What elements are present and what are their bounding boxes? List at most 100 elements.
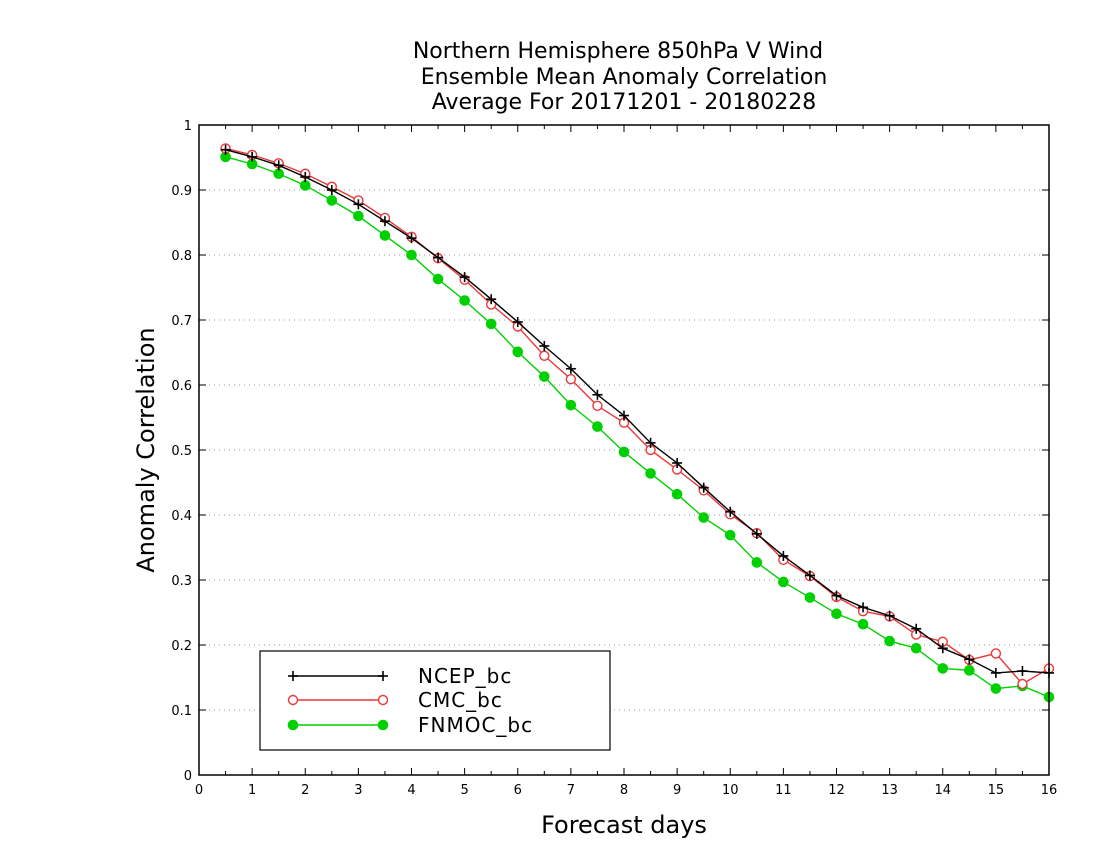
data-point-ncep-bc (433, 252, 444, 263)
data-point-ncep-bc (486, 294, 497, 305)
data-point-ncep-bc (751, 528, 762, 539)
y-tick-label: 0.2 (171, 639, 192, 654)
x-axis-label: Forecast days (541, 811, 707, 839)
legend-marker (287, 694, 299, 706)
data-point-ncep-bc (300, 172, 311, 182)
legend-item-cmc-bc: CMC_bc (287, 688, 503, 712)
data-point-fnmoc-bc (379, 230, 391, 241)
data-point-fnmoc-bc (698, 512, 709, 523)
x-tick-label: 13 (881, 783, 898, 798)
legend-marker (377, 694, 389, 706)
data-point-fnmoc-bc (724, 529, 736, 541)
data-point-cmc-bc (539, 350, 550, 361)
data-point-fnmoc-bc (645, 468, 656, 479)
data-point-fnmoc-bc (326, 195, 338, 206)
x-tick-label: 11 (775, 783, 792, 798)
data-point-fnmoc-bc (512, 346, 524, 358)
data-point-ncep-bc (964, 654, 975, 665)
x-tick-label: 7 (567, 783, 575, 798)
legend-item-fnmoc-bc: FNMOC_bc (287, 713, 533, 737)
legend-marker (287, 719, 299, 731)
data-point-fnmoc-bc (406, 249, 417, 261)
y-tick-label: 0 (184, 769, 192, 784)
axes: 00.10.20.30.40.50.60.70.80.910 1 2 3 4 5 6 7 8 9 1… (171, 119, 1057, 798)
data-point-fnmoc-bc (592, 421, 603, 432)
data-point-ncep-bc (379, 216, 390, 227)
y-tick-label: 0.3 (171, 574, 192, 589)
series-line-fnmoc-bc (225, 156, 1050, 698)
data-point-cmc-bc (990, 648, 1002, 659)
data-point-ncep-bc (619, 410, 629, 421)
data-point-fnmoc-bc (485, 318, 497, 330)
data-point-fnmoc-bc (618, 446, 630, 458)
legend-label: NCEP_bc (418, 664, 512, 688)
x-tick-label: 10 (722, 783, 739, 798)
x-tick-label: 16 (1041, 783, 1058, 798)
data-point-fnmoc-bc (432, 273, 444, 285)
data-point-fnmoc-bc (964, 665, 975, 676)
data-point-ncep-bc (831, 590, 842, 601)
data-point-fnmoc-bc (299, 180, 311, 191)
y-tick-label: 0.7 (171, 314, 192, 329)
series-cmc-bc (220, 143, 1055, 690)
x-tick-label: 12 (828, 783, 845, 798)
data-point-ncep-bc (990, 667, 1001, 678)
y-tick-label: 0.6 (171, 379, 192, 394)
data-point-ncep-bc (406, 233, 417, 244)
y-tick-label: 0.9 (171, 184, 192, 199)
x-tick-label: 14 (934, 783, 951, 798)
data-point-ncep-bc (725, 506, 736, 517)
x-tick-label: 0 (195, 783, 203, 798)
series-layer (220, 143, 1055, 703)
data-point-fnmoc-bc (778, 576, 789, 588)
data-point-ncep-bc (220, 144, 231, 155)
data-point-fnmoc-bc (671, 488, 683, 500)
series-fnmoc-bc (220, 151, 1055, 703)
data-point-ncep-bc (645, 437, 656, 448)
data-point-fnmoc-bc (565, 399, 577, 411)
data-point-ncep-bc (884, 610, 895, 621)
data-point-fnmoc-bc (804, 592, 816, 603)
data-point-fnmoc-bc (751, 557, 763, 568)
data-point-fnmoc-bc (273, 168, 284, 180)
data-point-fnmoc-bc (857, 618, 869, 630)
data-point-ncep-bc (698, 482, 709, 493)
y-tick-label: 0.4 (171, 509, 192, 524)
chart-title: Northern Hemisphere 850hPa V Wind Ensemb… (413, 39, 827, 115)
data-point-ncep-bc (804, 570, 815, 581)
legend-label: CMC_bc (418, 688, 503, 712)
data-point-ncep-bc (539, 341, 550, 351)
data-point-ncep-bc (326, 185, 337, 195)
title-line-3: Average For 20171201 - 20180228 (432, 90, 817, 115)
data-point-fnmoc-bc (459, 295, 470, 306)
data-point-fnmoc-bc (831, 608, 842, 620)
x-tick-label: 6 (514, 783, 522, 798)
data-point-fnmoc-bc (353, 210, 364, 222)
data-point-ncep-bc (565, 363, 576, 374)
data-point-ncep-bc (858, 602, 869, 613)
x-tick-label: 2 (301, 783, 309, 798)
data-point-fnmoc-bc (937, 663, 949, 674)
data-point-ncep-bc (672, 458, 683, 468)
data-point-cmc-bc (1017, 678, 1028, 690)
data-point-ncep-bc (247, 151, 258, 162)
series-ncep-bc (220, 144, 1054, 678)
x-tick-label: 1 (248, 783, 256, 798)
x-tick-label: 15 (988, 783, 1005, 798)
title-line-1: Northern Hemisphere 850hPa V Wind (413, 39, 823, 64)
legend-marker (288, 671, 298, 681)
data-point-ncep-bc (459, 272, 470, 283)
data-point-ncep-bc (592, 389, 603, 400)
data-point-ncep-bc (273, 160, 284, 171)
y-tick-label: 0.8 (171, 249, 192, 264)
data-point-ncep-bc (353, 199, 364, 210)
data-point-cmc-bc (565, 373, 577, 385)
y-tick-label: 0.5 (171, 444, 192, 459)
legend-item-ncep-bc: NCEP_bc (288, 664, 512, 688)
data-point-ncep-bc (937, 643, 948, 654)
legend-marker (377, 719, 389, 731)
x-tick-label: 4 (407, 783, 415, 798)
legend-label: FNMOC_bc (418, 713, 533, 737)
